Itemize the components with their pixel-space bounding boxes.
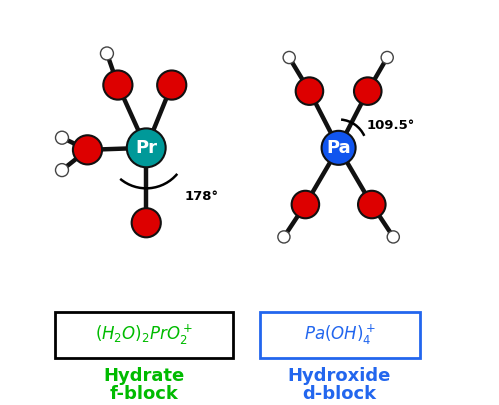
Circle shape xyxy=(358,191,386,218)
Circle shape xyxy=(354,77,382,105)
Circle shape xyxy=(103,70,132,100)
Text: $Pa(OH)_4^+$: $Pa(OH)_4^+$ xyxy=(303,323,375,347)
Text: Pa: Pa xyxy=(326,139,351,157)
Circle shape xyxy=(157,70,186,100)
Circle shape xyxy=(381,51,393,64)
Text: f-block: f-block xyxy=(110,385,179,403)
Text: Hydrate: Hydrate xyxy=(104,367,185,384)
Circle shape xyxy=(296,77,323,105)
Text: Hydroxide: Hydroxide xyxy=(288,367,391,384)
Circle shape xyxy=(73,135,102,164)
Circle shape xyxy=(127,128,166,167)
Text: Pr: Pr xyxy=(135,139,157,157)
Circle shape xyxy=(283,51,295,64)
Circle shape xyxy=(100,47,113,60)
FancyBboxPatch shape xyxy=(55,312,234,358)
Text: $(H_2O)_2PrO_2^+$: $(H_2O)_2PrO_2^+$ xyxy=(95,323,194,347)
Circle shape xyxy=(132,208,161,237)
Circle shape xyxy=(278,231,290,243)
Circle shape xyxy=(55,164,68,177)
Circle shape xyxy=(291,191,319,218)
Circle shape xyxy=(387,231,399,243)
FancyBboxPatch shape xyxy=(259,312,420,358)
Circle shape xyxy=(321,131,356,165)
Text: 178°: 178° xyxy=(185,190,219,203)
Circle shape xyxy=(55,131,68,144)
Text: 109.5°: 109.5° xyxy=(366,119,414,132)
Text: d-block: d-block xyxy=(302,385,376,403)
